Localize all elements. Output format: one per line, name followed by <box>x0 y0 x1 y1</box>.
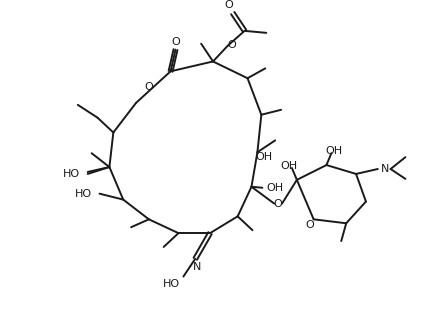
Text: OH: OH <box>256 152 273 162</box>
Text: OH: OH <box>326 146 343 156</box>
Text: OH: OH <box>280 161 297 171</box>
Text: O: O <box>274 198 282 209</box>
Text: O: O <box>305 220 314 230</box>
Text: O: O <box>225 0 233 10</box>
Text: O: O <box>227 40 236 50</box>
Text: O: O <box>144 82 153 92</box>
Text: OH: OH <box>267 183 284 193</box>
Text: HO: HO <box>163 280 180 289</box>
Text: O: O <box>171 37 180 47</box>
Text: HO: HO <box>75 189 92 199</box>
Text: N: N <box>193 262 201 272</box>
Text: HO: HO <box>63 169 80 179</box>
Text: N: N <box>380 164 389 174</box>
